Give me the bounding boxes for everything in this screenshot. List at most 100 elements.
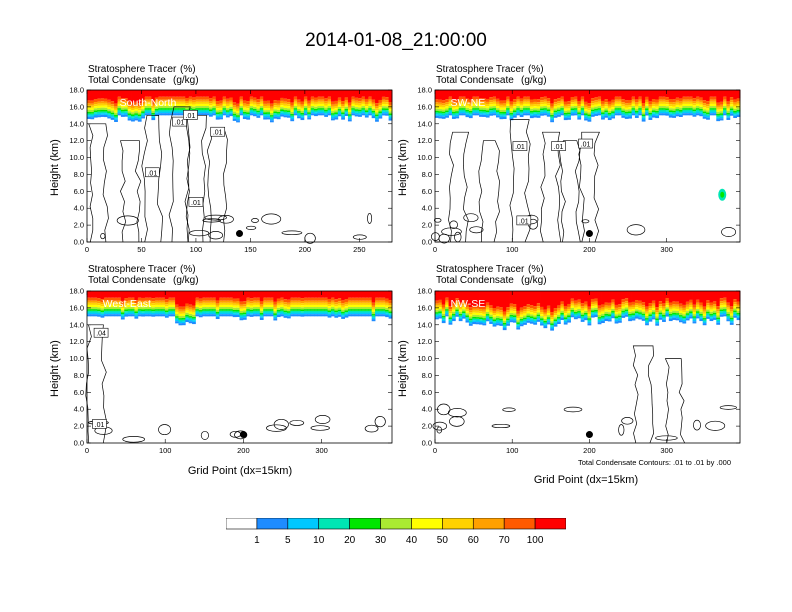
contour-label: .01 bbox=[95, 422, 105, 429]
tracer-cell bbox=[462, 109, 466, 112]
tracer-cell bbox=[114, 309, 118, 311]
tracer-cell bbox=[327, 106, 332, 109]
tracer-cell bbox=[699, 291, 704, 303]
tracer-cell bbox=[347, 310, 352, 313]
tracer-cell bbox=[127, 310, 132, 313]
tracer-cell bbox=[93, 312, 98, 315]
tracer-cell bbox=[354, 310, 359, 313]
tracer-cell bbox=[651, 99, 656, 102]
tracer-cell bbox=[706, 309, 710, 312]
tracer-cell bbox=[672, 310, 677, 313]
tracer-cell bbox=[87, 116, 91, 119]
tracer-cell bbox=[124, 105, 129, 108]
tracer-cell bbox=[239, 291, 244, 302]
tracer-cell bbox=[445, 291, 449, 298]
tracer-cell bbox=[300, 104, 305, 107]
tracer-cell bbox=[479, 319, 483, 321]
tracer-cell bbox=[465, 103, 470, 106]
tracer-cell bbox=[110, 314, 115, 317]
tracer-cell bbox=[679, 315, 683, 317]
tracer-cell bbox=[364, 115, 369, 118]
tracer-cell bbox=[641, 318, 646, 321]
tracer-cell bbox=[604, 305, 609, 308]
tracer-cell bbox=[546, 318, 551, 321]
tracer-cell bbox=[368, 291, 373, 298]
tracer-cell bbox=[310, 109, 315, 112]
tracer-cell bbox=[249, 90, 254, 97]
tracer-cell bbox=[232, 301, 237, 304]
tracer-cell bbox=[144, 291, 149, 298]
tracer-cell bbox=[310, 90, 315, 97]
tracer-cell bbox=[594, 301, 599, 304]
tracer-cell bbox=[648, 319, 653, 322]
y-tick-label: 16.0 bbox=[417, 102, 432, 111]
tracer-cell bbox=[286, 299, 291, 303]
tracer-cell bbox=[668, 311, 673, 314]
tracer-cell bbox=[594, 309, 599, 312]
tracer-cell bbox=[580, 319, 585, 322]
tracer-cell bbox=[381, 90, 386, 97]
y-tick-label: 10.0 bbox=[417, 354, 432, 363]
tracer-cell bbox=[202, 108, 207, 110]
tracer-cell bbox=[634, 108, 639, 111]
colorbar-label: 30 bbox=[374, 535, 387, 546]
tracer-cell bbox=[171, 302, 176, 305]
tracer-cell bbox=[256, 297, 261, 301]
tracer-cell bbox=[93, 300, 98, 303]
tracer-cell bbox=[679, 109, 683, 112]
tracer-cell bbox=[151, 311, 156, 313]
tracer-cell bbox=[601, 315, 605, 318]
tracer-cell bbox=[124, 301, 129, 304]
tracer-cell bbox=[171, 307, 176, 310]
tracer-cell bbox=[161, 291, 166, 298]
tracer-cell bbox=[594, 100, 599, 103]
tracer-cell bbox=[314, 312, 318, 315]
tracer-cell bbox=[509, 104, 514, 107]
tracer-cell bbox=[242, 310, 247, 313]
condensate-contour bbox=[352, 234, 367, 240]
tracer-cell bbox=[168, 103, 173, 107]
tracer-cell bbox=[716, 315, 721, 318]
tracer-cell bbox=[438, 313, 443, 315]
tracer-cell bbox=[161, 304, 166, 308]
tracer-cell bbox=[519, 103, 524, 106]
tracer-cell bbox=[205, 307, 210, 310]
tracer-cell bbox=[286, 104, 291, 107]
tracer-cell bbox=[685, 96, 690, 100]
tracer-cell bbox=[87, 107, 91, 110]
tracer-cell bbox=[178, 291, 183, 307]
tracer-cell bbox=[364, 113, 369, 116]
tracer-cell bbox=[368, 312, 373, 315]
panel-2-xlabel: Grid Point (dx=15km) bbox=[187, 465, 293, 477]
tracer-cell bbox=[445, 99, 449, 103]
tracer-cell bbox=[702, 114, 707, 117]
tracer-cell bbox=[509, 114, 514, 117]
tracer-cell bbox=[215, 108, 220, 111]
tracer-cell bbox=[273, 301, 278, 305]
tracer-cell bbox=[361, 96, 366, 100]
tracer-cell bbox=[634, 115, 639, 118]
tracer-cell bbox=[192, 312, 196, 315]
tracer-cell bbox=[368, 113, 373, 116]
tracer-cell bbox=[371, 311, 376, 315]
tracer-cell bbox=[188, 99, 193, 102]
tracer-cell bbox=[344, 304, 349, 307]
tracer-cell bbox=[712, 109, 717, 112]
tracer-cell bbox=[557, 90, 561, 99]
tracer-cell bbox=[716, 309, 721, 312]
tracer-cell bbox=[587, 110, 592, 113]
tracer-cell bbox=[479, 107, 483, 110]
tracer-cell bbox=[358, 314, 362, 317]
panel-0-subtitle-1-right: (%) bbox=[180, 64, 196, 75]
tracer-cell bbox=[354, 109, 359, 111]
tracer-cell bbox=[364, 300, 369, 303]
tracer-cell bbox=[181, 315, 186, 319]
tracer-cell bbox=[679, 114, 683, 117]
contour-label-box bbox=[578, 138, 593, 149]
tracer-cell bbox=[695, 96, 700, 100]
tracer-cell bbox=[100, 299, 105, 303]
tracer-cell bbox=[604, 113, 609, 116]
tracer-cell bbox=[445, 300, 449, 303]
tracer-cell bbox=[509, 303, 514, 307]
tracer-cell bbox=[441, 309, 446, 312]
